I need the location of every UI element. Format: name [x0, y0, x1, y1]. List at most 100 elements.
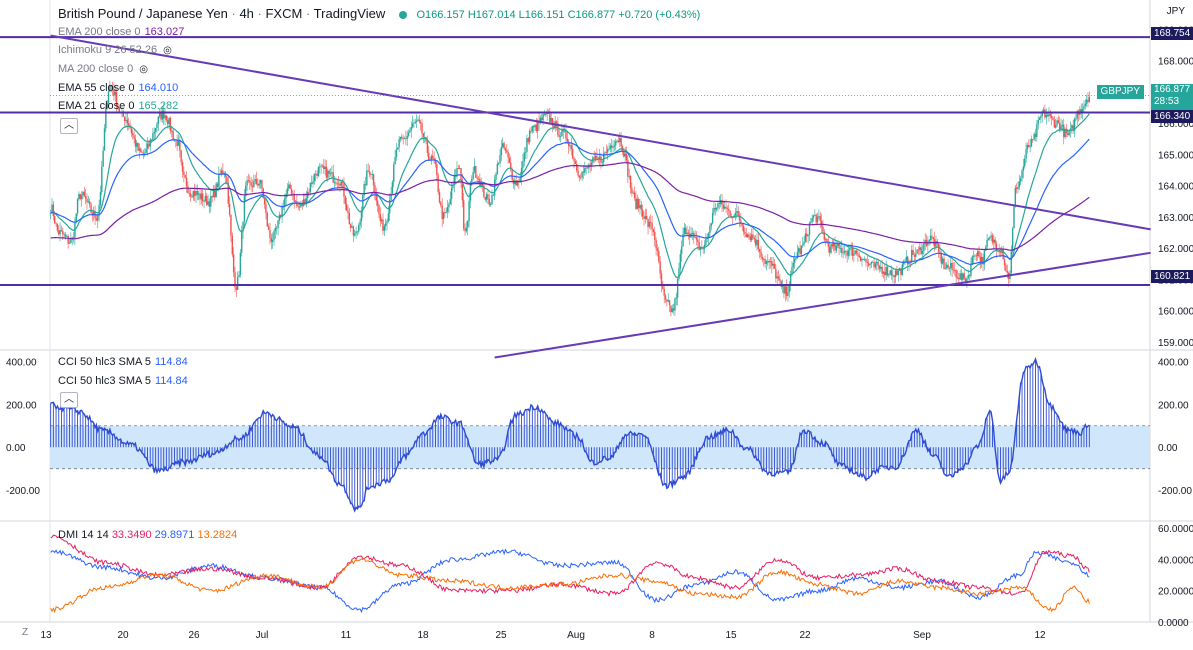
candle-body: [344, 196, 347, 205]
candle-body: [869, 264, 871, 266]
candle-body: [1032, 139, 1034, 140]
candle-body: [921, 250, 924, 254]
candle-body: [1075, 118, 1077, 120]
candle-body: [468, 200, 470, 221]
candle-body: [86, 198, 88, 203]
candle-body: [126, 119, 129, 124]
candle-body: [289, 184, 291, 189]
candle-body: [367, 170, 369, 172]
legend-dmi[interactable]: DMI 14 14 33.3490 29.8971 13.2824: [58, 528, 237, 542]
legend-ema200[interactable]: EMA 200 close 0 163.027: [58, 25, 184, 39]
candle-body: [450, 187, 453, 199]
candle-body: [549, 113, 551, 123]
legend-ema55[interactable]: EMA 55 close 0 164.010: [58, 81, 178, 95]
ema21-line: [50, 113, 1090, 279]
candle-body: [354, 233, 356, 236]
candle-body: [609, 145, 612, 149]
eye-hidden-icon[interactable]: ◎: [163, 45, 172, 56]
legend-ma200[interactable]: MA 200 close 0 ◎: [58, 62, 148, 77]
candle-body: [274, 227, 277, 231]
candle-body: [207, 201, 209, 205]
candle-body: [963, 273, 965, 279]
candle-body: [495, 173, 497, 180]
candle-body: [808, 222, 811, 235]
candle-body: [230, 214, 232, 236]
candle-body: [184, 174, 186, 178]
candle-body: [850, 247, 852, 249]
candle-body: [900, 268, 902, 275]
candle-body: [784, 286, 786, 294]
candle-body: [1034, 133, 1037, 138]
candle-body: [697, 239, 699, 242]
candle-body: [265, 204, 267, 213]
candle-body: [999, 252, 1002, 254]
candle-body: [573, 158, 575, 162]
candle-body: [414, 121, 416, 123]
candle-body: [266, 212, 268, 227]
candle-body: [737, 211, 739, 216]
legend-cci-1[interactable]: CCI 50 hlc3 SMA 5 114.84: [58, 355, 188, 369]
candle-body: [631, 187, 633, 194]
candle-body: [76, 199, 79, 214]
candle-body: [467, 220, 469, 228]
candle-body: [531, 126, 534, 132]
candle-body: [545, 114, 547, 115]
candle-body: [141, 152, 143, 154]
price-tick-label: 162.000: [1158, 244, 1193, 255]
candle-body: [321, 165, 324, 167]
candle-body: [713, 207, 715, 214]
candle-body: [371, 174, 373, 176]
candle-body: [200, 193, 203, 200]
timezone-button[interactable]: Z: [21, 627, 29, 638]
dmi-tick-label: 40.0000: [1158, 555, 1193, 566]
candle-body: [824, 238, 827, 240]
candle-body: [484, 197, 486, 200]
candle-body: [1065, 128, 1068, 134]
eye-hidden-icon[interactable]: ◎: [139, 64, 148, 75]
candle-body: [680, 246, 683, 254]
candle-body: [956, 277, 959, 279]
candle-body: [745, 233, 747, 238]
candle-body: [593, 157, 595, 159]
candle-body: [562, 129, 564, 132]
candle-body: [773, 263, 776, 269]
candle-body: [623, 150, 625, 157]
legend-ichimoku[interactable]: Ichimoku 9 26 52 26 ◎: [58, 43, 172, 58]
candle-body: [284, 198, 286, 207]
candle-body: [532, 126, 535, 128]
legend-ema21[interactable]: EMA 21 close 0 165.282: [58, 99, 178, 113]
candle-body: [442, 212, 445, 220]
price-tick-label: 168.000: [1158, 57, 1193, 68]
candle-body: [220, 170, 223, 175]
candle-body: [954, 269, 956, 271]
candle-body: [327, 170, 329, 178]
candle-body: [113, 89, 115, 96]
candle-body: [633, 192, 636, 198]
legend-cci-2[interactable]: CCI 50 hlc3 SMA 5 114.84: [58, 374, 188, 388]
candle-body: [654, 231, 656, 240]
candle-body: [461, 180, 464, 201]
interval-label[interactable]: 4h: [239, 6, 254, 21]
candle-body: [1054, 125, 1057, 128]
candle-body: [161, 110, 164, 120]
candle-body: [845, 250, 847, 252]
candle-body: [822, 226, 824, 232]
legend-cci-2-label: CCI 50 hlc3 SMA 5: [58, 375, 151, 387]
candle-body: [323, 165, 325, 170]
candle-body: [530, 130, 532, 132]
candle-body: [605, 152, 608, 154]
collapse-cci-legend-button[interactable]: ︿: [60, 392, 78, 408]
candle-body: [905, 256, 908, 261]
candle-body: [832, 243, 835, 247]
candle-body: [192, 191, 194, 198]
candle-body: [553, 125, 555, 129]
candle-body: [258, 183, 260, 186]
candle-body: [305, 198, 308, 205]
candle-body: [176, 140, 178, 146]
candle-body: [550, 118, 552, 123]
price-tick-label: 159.000: [1158, 338, 1193, 349]
candle-body: [995, 243, 998, 251]
collapse-legend-button[interactable]: ︿: [60, 118, 78, 134]
candle-body: [140, 148, 142, 153]
